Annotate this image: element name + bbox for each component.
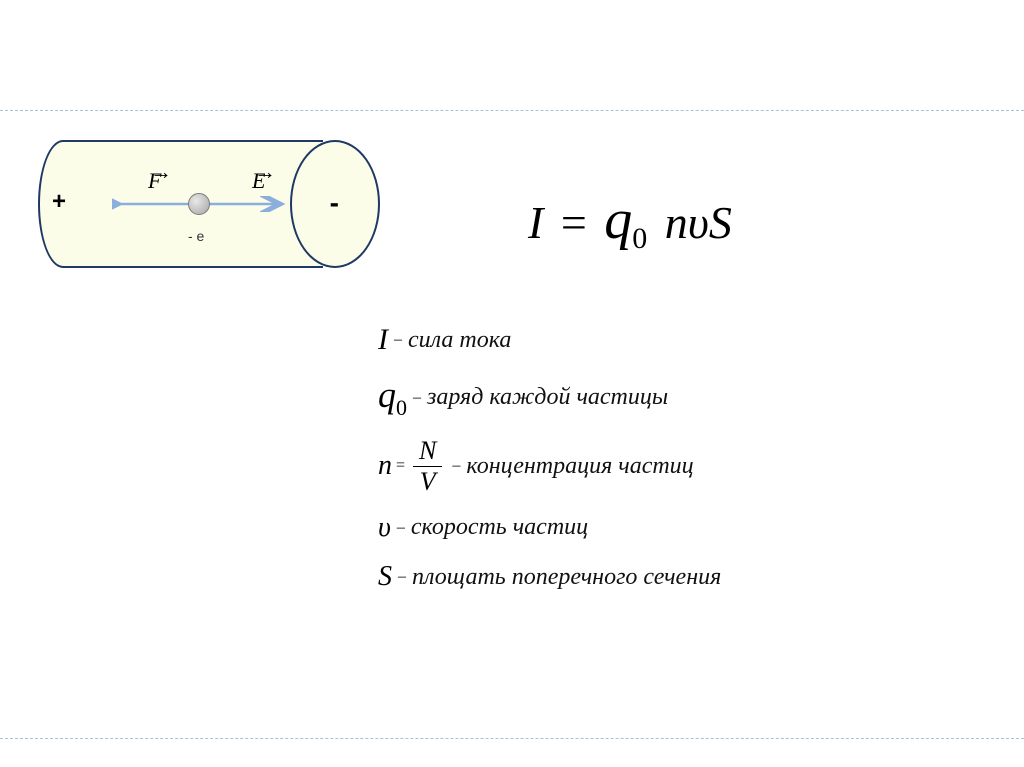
dash-sep: – xyxy=(397,518,405,537)
definitions-block: I – сила тока q0 – заряд каждой частицы … xyxy=(378,322,721,610)
def-text-v: скорость частиц xyxy=(411,513,588,542)
def-sym-q: q0 xyxy=(378,374,407,422)
pole-plus: + xyxy=(52,188,66,216)
formula-sub0: 0 xyxy=(632,222,647,255)
def-sym-n: n xyxy=(378,449,392,483)
dash-sep: – xyxy=(398,567,406,586)
electron-label: - е xyxy=(188,228,204,244)
cylinder-diagram: + - - е → F → E xyxy=(38,140,380,268)
def-text-S: площать поперечного сечения xyxy=(412,563,721,592)
vector-E-label: → E xyxy=(252,168,265,194)
def-row-v: υ – скорость частиц xyxy=(378,511,721,545)
def-text-q: заряд каждой частицы xyxy=(427,383,668,412)
def-sym-v: υ xyxy=(378,511,391,545)
def-text-n: концентрация частиц xyxy=(466,452,693,481)
def-row-n: n = N V – концентрация частиц xyxy=(378,438,721,495)
def-sym-I: I xyxy=(378,322,388,358)
fraction-N-over-V: N V xyxy=(413,438,442,495)
formula-I: I xyxy=(528,197,543,248)
formula-equals: = xyxy=(561,197,587,248)
vector-F-label: → F xyxy=(148,168,161,194)
divider-bottom xyxy=(0,738,1024,739)
def-row-q: q0 – заряд каждой частицы xyxy=(378,374,721,422)
formula-nvS: nυS xyxy=(665,197,732,248)
vector-arrow-icon: → xyxy=(150,159,172,185)
dash-sep: – xyxy=(413,388,421,407)
divider-top xyxy=(0,110,1024,111)
def-sym-q-letter: q xyxy=(378,375,396,415)
def-row-S: S – площать поперечного сечения xyxy=(378,560,721,594)
formula-q: q xyxy=(604,189,632,251)
main-formula: I = q0 nυS xyxy=(528,188,732,256)
def-sym-S: S xyxy=(378,560,392,594)
pole-minus: - xyxy=(330,187,339,219)
vector-arrow-icon: → xyxy=(254,159,276,185)
fraction-numerator: N xyxy=(413,438,442,467)
dash-sep: – xyxy=(394,330,402,349)
def-row-I: I – сила тока xyxy=(378,322,721,358)
electron xyxy=(188,193,210,215)
dash-sep: – xyxy=(452,456,460,475)
fraction-denominator: V xyxy=(413,467,442,495)
def-text-I: сила тока xyxy=(408,326,511,355)
def-eq-n: = xyxy=(396,456,405,475)
def-sym-q-sub: 0 xyxy=(396,395,407,420)
